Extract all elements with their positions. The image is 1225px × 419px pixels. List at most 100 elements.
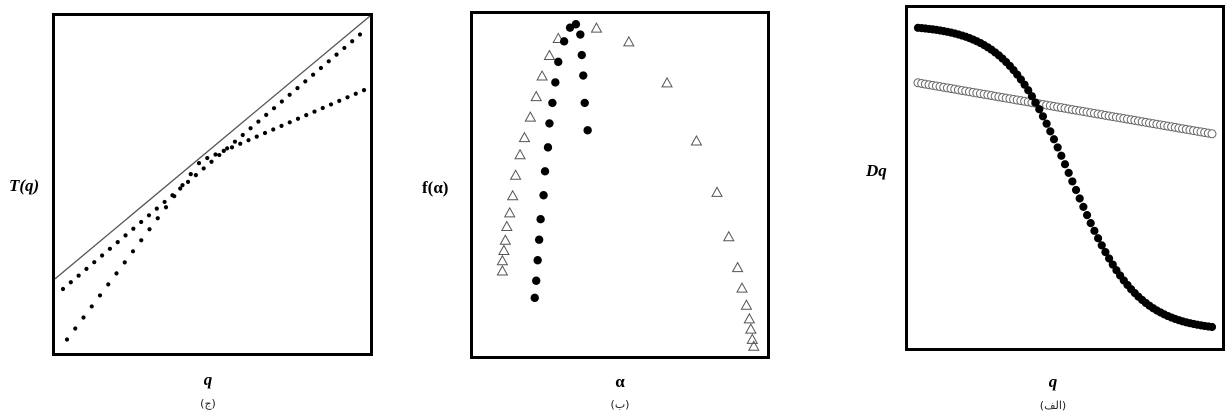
data-point-filled-circle xyxy=(1027,92,1037,101)
data-point-series-1 xyxy=(303,79,308,84)
data-point-dot xyxy=(579,71,588,80)
data-point-triangle xyxy=(524,111,537,122)
data-point-filled-circle xyxy=(1207,322,1217,332)
data-point-series-1 xyxy=(131,226,136,231)
data-point-series-1 xyxy=(217,152,222,158)
data-point-dot xyxy=(533,256,542,265)
data-point-series-1 xyxy=(287,92,292,97)
data-point-series-1 xyxy=(76,273,81,278)
data-point-series-2 xyxy=(229,145,235,150)
data-point-filled-circle xyxy=(1035,105,1044,114)
data-point-triangle xyxy=(500,220,513,232)
data-point-series-2 xyxy=(188,172,193,177)
data-point-series-2 xyxy=(361,88,367,93)
data-point-filled-circle xyxy=(1024,86,1033,95)
data-point-series-2 xyxy=(139,238,144,243)
data-point-series-2 xyxy=(64,337,70,342)
chart-svg-panel-a xyxy=(913,23,1217,332)
data-point-series-1 xyxy=(99,253,105,258)
data-point-filled-circle xyxy=(1082,211,1092,220)
data-point-triangle xyxy=(690,135,703,146)
data-point-filled-circle xyxy=(1086,218,1095,228)
data-point-dot xyxy=(530,293,539,303)
data-point-triangle xyxy=(530,90,543,102)
data-point-dot xyxy=(540,167,550,176)
data-point-series-2 xyxy=(89,304,94,309)
data-point-series-1 xyxy=(342,45,347,51)
data-point-series-1 xyxy=(185,179,191,184)
data-point-series-2 xyxy=(337,98,342,103)
data-point-series-2 xyxy=(130,249,136,254)
data-point-series-1 xyxy=(115,240,120,245)
data-point-series-1 xyxy=(248,126,253,131)
data-point-series-2 xyxy=(320,105,325,111)
data-point-series-1 xyxy=(68,280,73,285)
data-point-dot xyxy=(543,143,553,152)
data-point-series-1 xyxy=(162,199,167,205)
data-point-filled-circle xyxy=(1042,119,1051,128)
data-point-triangle xyxy=(498,244,510,255)
data-point-triangle xyxy=(552,32,565,43)
data-point-filled-circle xyxy=(1046,127,1055,136)
data-point-triangle xyxy=(722,230,735,242)
data-point-series-1 xyxy=(279,99,284,104)
data-point-filled-circle xyxy=(1057,151,1066,160)
data-point-dot xyxy=(539,191,548,200)
data-point-filled-circle xyxy=(1097,241,1106,250)
plot-area-panel-b xyxy=(470,11,770,359)
data-point-series-2 xyxy=(213,152,218,157)
data-point-triangle xyxy=(731,261,744,273)
data-point-series-2 xyxy=(73,326,78,331)
data-point-series-1 xyxy=(154,206,159,211)
data-point-triangle xyxy=(711,186,723,197)
data-point-filled-circle xyxy=(1071,185,1081,195)
data-point-series-2 xyxy=(238,141,243,146)
data-point-triangle xyxy=(543,49,556,61)
data-point-triangle xyxy=(736,282,748,293)
data-point-series-1 xyxy=(139,219,144,225)
data-point-series-2 xyxy=(246,138,251,143)
data-point-filled-circle xyxy=(1064,168,1073,177)
caption-panel-a: (الف) xyxy=(1039,399,1067,412)
data-point-series-1 xyxy=(225,146,230,151)
caption-panel-c: (ج) xyxy=(200,397,216,410)
data-point-dot xyxy=(571,20,581,29)
data-point-series-1 xyxy=(60,286,66,292)
data-point-series-1 xyxy=(318,65,324,71)
data-point-series-2 xyxy=(221,148,226,154)
data-point-series-2 xyxy=(163,205,169,210)
data-point-dot xyxy=(577,50,586,60)
data-point-filled-circle xyxy=(1105,254,1114,263)
data-point-series-1 xyxy=(193,173,198,178)
data-point-dot xyxy=(580,98,589,108)
data-point-series-1 xyxy=(271,106,277,111)
data-point-filled-circle xyxy=(1031,98,1040,107)
data-point-series-2 xyxy=(172,194,177,199)
data-point-triangle xyxy=(514,148,526,160)
data-point-series-2 xyxy=(304,113,309,118)
data-point-series-2 xyxy=(205,155,210,161)
data-point-filled-circle xyxy=(1068,177,1077,186)
reference-line xyxy=(54,15,371,280)
data-point-series-1 xyxy=(334,52,339,57)
data-point-dot xyxy=(583,126,592,135)
data-point-triangle xyxy=(590,22,603,33)
data-point-series-2 xyxy=(97,293,103,298)
data-point-dot xyxy=(554,57,563,67)
data-point-filled-circle xyxy=(1049,135,1059,144)
data-point-series-2 xyxy=(271,127,276,132)
x-axis-label-panel-a: q xyxy=(1048,372,1058,391)
y-axis-label-panel-a: Dq xyxy=(866,161,887,180)
data-point-triangle xyxy=(518,131,531,143)
data-point-triangle xyxy=(744,323,757,334)
data-point-triangle xyxy=(622,35,635,47)
data-point-dot xyxy=(576,30,585,39)
data-point-series-2 xyxy=(287,120,292,125)
data-point-series-2 xyxy=(262,130,268,136)
data-point-series-1 xyxy=(107,246,112,251)
data-point-series-1 xyxy=(209,159,214,164)
data-point-series-1 xyxy=(201,166,206,171)
caption-panel-b: (ب) xyxy=(610,398,630,411)
data-point-triangle xyxy=(496,254,509,266)
data-point-filled-circle xyxy=(1060,160,1070,169)
